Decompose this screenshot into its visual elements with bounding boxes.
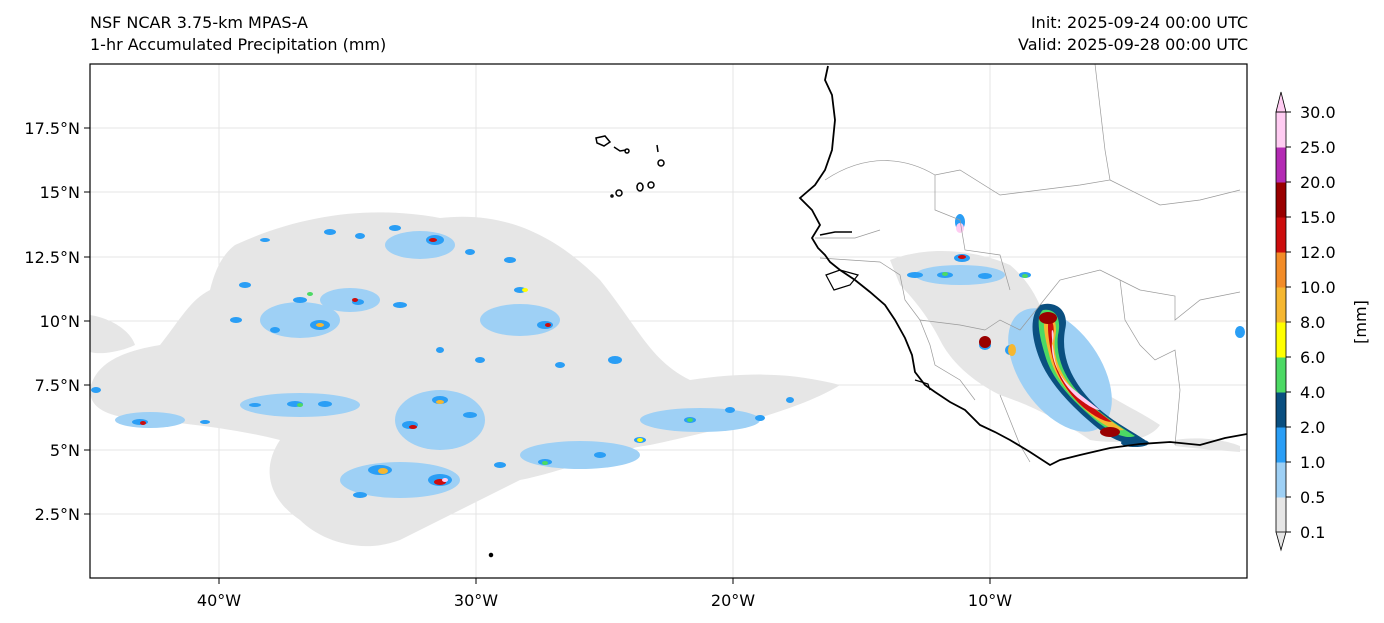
colorbar-level-label: 25.0 bbox=[1300, 138, 1336, 157]
model-title: NSF NCAR 3.75-km MPAS-A bbox=[90, 13, 308, 32]
colorbar-swatch bbox=[1276, 497, 1286, 533]
colorbar-level-label: 1.0 bbox=[1300, 453, 1325, 472]
lat-tick-label: 17.5°N bbox=[24, 119, 80, 138]
colorbar-swatch bbox=[1276, 287, 1286, 323]
lat-tick-label: 12.5°N bbox=[24, 248, 80, 267]
lon-tick-label: 10°W bbox=[968, 591, 1012, 610]
field-title: 1-hr Accumulated Precipitation (mm) bbox=[90, 35, 387, 54]
lon-axis bbox=[218, 578, 991, 584]
coastline bbox=[798, 65, 1247, 467]
colorbar-level-label: 15.0 bbox=[1300, 208, 1336, 227]
country-borders bbox=[815, 64, 1241, 463]
lat-tick-label: 7.5°N bbox=[35, 376, 80, 395]
lat-tick-label: 5°N bbox=[50, 441, 80, 460]
colorbar-swatch bbox=[1276, 392, 1286, 428]
lon-tick-label: 40°W bbox=[197, 591, 241, 610]
colorbar-level-label: 20.0 bbox=[1300, 173, 1336, 192]
colorbar-level-label: 0.5 bbox=[1300, 488, 1325, 507]
lat-axis bbox=[84, 127, 90, 515]
colorbar-swatch bbox=[1276, 322, 1286, 358]
intense-cells bbox=[140, 238, 1028, 485]
lat-tick-label: 2.5°N bbox=[35, 505, 80, 524]
colorbar-level-label: 4.0 bbox=[1300, 383, 1325, 402]
colorbar-level-label: 2.0 bbox=[1300, 418, 1325, 437]
colorbar-swatch bbox=[1276, 182, 1286, 218]
colorbar-level-label: 6.0 bbox=[1300, 348, 1325, 367]
lat-tick-label: 10°N bbox=[40, 312, 80, 331]
colorbar-extend-min bbox=[1275, 531, 1287, 552]
colorbar-level-label: 12.0 bbox=[1300, 243, 1336, 262]
valid-time: Valid: 2025-09-28 00:00 UTC bbox=[1017, 35, 1248, 54]
colorbar-swatch bbox=[1276, 462, 1286, 498]
lon-tick-label: 30°W bbox=[454, 591, 498, 610]
colorbar-swatch bbox=[1276, 427, 1286, 463]
colorbar-level-label: 10.0 bbox=[1300, 278, 1336, 297]
lon-tick-label: 20°W bbox=[711, 591, 755, 610]
colorbar-swatch bbox=[1276, 357, 1286, 393]
colorbar-swatch bbox=[1276, 217, 1286, 253]
colorbar-unit-label: [mm] bbox=[1351, 300, 1370, 344]
colorbar-swatch bbox=[1276, 147, 1286, 183]
colorbar-level-label: 8.0 bbox=[1300, 313, 1325, 332]
colorbar-swatch bbox=[1276, 112, 1286, 148]
colorbar-level-label: 30.0 bbox=[1300, 103, 1336, 122]
lat-tick-label: 15°N bbox=[40, 183, 80, 202]
colorbar-swatch bbox=[1276, 252, 1286, 288]
colorbar: 0.1 0.5 1.0 2.0 4.0 6.0 8.0 10.0 12.0 15.0 20.0 25.… bbox=[1275, 91, 1336, 552]
init-time: Init: 2025-09-24 00:00 UTC bbox=[1030, 13, 1248, 32]
cabo-verde-islands bbox=[488, 135, 665, 558]
colorbar-extend-max bbox=[1275, 91, 1287, 113]
colorbar-level-label: 0.1 bbox=[1300, 523, 1325, 542]
